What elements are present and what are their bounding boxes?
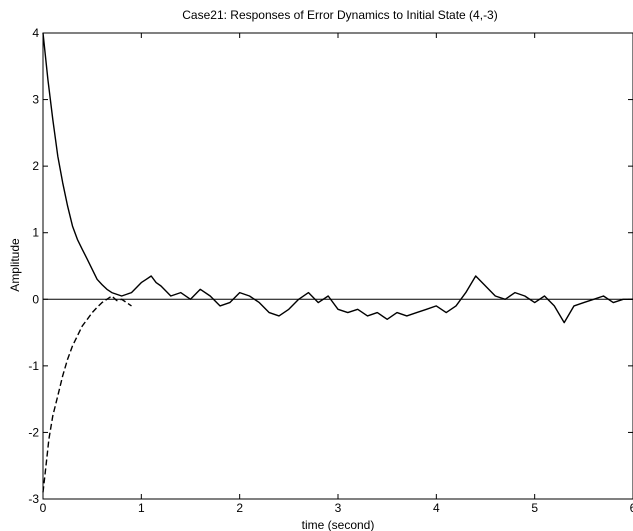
series-line-dashed [42,295,132,493]
x-tick-label: 1 [138,501,145,515]
plot-area-frame [42,32,633,500]
x-tick-label: 0 [40,501,47,515]
y-tick-label: -3 [28,492,39,506]
x-tick-label: 3 [335,501,342,515]
x-tick-label: 6 [630,501,633,515]
chart-title: Case21: Responses of Error Dynamics to I… [182,8,497,22]
series-line-solid [42,32,633,324]
y-tick-label: 2 [32,159,39,173]
axis-ticks: 0 1 2 3 4 5 6 -3 -2 -1 0 1 2 3 4 [28,26,633,515]
series-group [42,32,633,493]
x-tick-label: 2 [236,501,243,515]
y-tick-label: 3 [32,93,39,107]
y-tick-label: 1 [32,226,39,240]
y-tick-label: -1 [28,359,39,373]
x-tick-label: 5 [531,501,538,515]
x-tick-label: 4 [433,501,440,515]
y-tick-label: 4 [32,26,39,40]
x-axis-label: time (second) [302,518,375,531]
y-axis-label: Amplitude [8,238,22,292]
y-tick-label: -2 [28,425,39,439]
y-tick-label: 0 [32,292,39,306]
